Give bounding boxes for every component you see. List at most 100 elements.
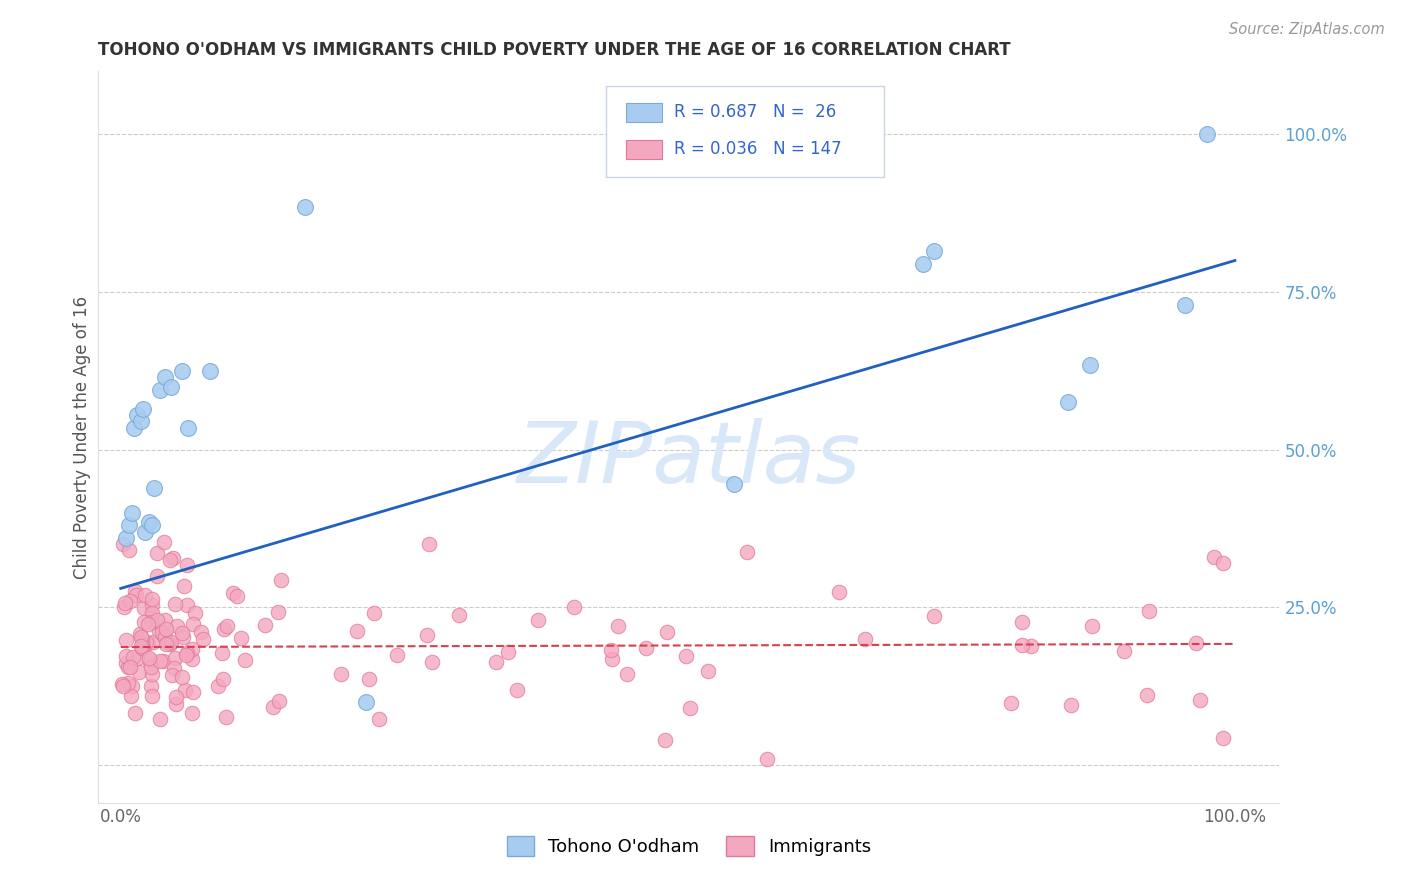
Point: [654, 733, 676, 747]
Point: [155, 622, 177, 636]
Point: [696, 664, 718, 678]
Point: [853, 632, 876, 646]
Point: [385, 648, 408, 663]
Point: [118, 593, 141, 607]
Point: [159, 637, 181, 651]
Point: [141, 689, 163, 703]
Point: [165, 651, 187, 665]
Point: [176, 646, 198, 660]
Point: [121, 649, 143, 664]
Point: [120, 689, 142, 703]
Point: [115, 656, 138, 670]
Point: [180, 652, 202, 666]
Point: [737, 545, 759, 559]
Point: [176, 648, 198, 662]
Point: [131, 632, 153, 646]
Point: [159, 553, 181, 567]
Point: [153, 630, 176, 644]
Point: [755, 752, 778, 766]
Point: [134, 601, 156, 615]
Point: [148, 712, 170, 726]
Point: [124, 583, 146, 598]
Point: [131, 637, 153, 651]
Point: [616, 667, 638, 681]
Point: [1000, 696, 1022, 710]
Point: [136, 616, 159, 631]
Point: [152, 655, 174, 669]
Point: [498, 645, 520, 659]
Point: [138, 515, 160, 529]
Text: R = 0.687   N =  26: R = 0.687 N = 26: [673, 103, 835, 121]
Point: [138, 650, 160, 665]
Point: [121, 679, 143, 693]
Point: [129, 639, 152, 653]
Point: [146, 613, 169, 627]
FancyBboxPatch shape: [606, 86, 884, 178]
Point: [183, 685, 205, 699]
Point: [141, 518, 163, 533]
Point: [346, 624, 368, 638]
Point: [922, 609, 945, 624]
Point: [1195, 128, 1218, 142]
Point: [138, 653, 160, 667]
Point: [138, 635, 160, 649]
Point: [1078, 358, 1101, 372]
Point: [235, 653, 257, 667]
Point: [1081, 619, 1104, 633]
Point: [176, 598, 198, 612]
Point: [118, 543, 141, 558]
Point: [679, 701, 702, 715]
Point: [165, 697, 187, 711]
Point: [155, 370, 177, 384]
Point: [117, 660, 139, 674]
Point: [165, 598, 187, 612]
Point: [134, 589, 156, 603]
Point: [828, 585, 851, 599]
Point: [262, 699, 284, 714]
Point: [922, 244, 945, 258]
Point: [485, 655, 508, 669]
Point: [607, 618, 630, 632]
Point: [723, 477, 745, 491]
Point: [125, 588, 148, 602]
Point: [152, 628, 174, 642]
Point: [1060, 698, 1083, 713]
Point: [354, 695, 377, 709]
Point: [129, 630, 152, 644]
Point: [162, 551, 184, 566]
Point: [134, 524, 156, 539]
Point: [1137, 604, 1160, 618]
Point: [600, 642, 623, 657]
Point: [129, 626, 152, 640]
Point: [112, 600, 135, 615]
Point: [132, 615, 155, 629]
Point: [527, 613, 550, 627]
Point: [141, 666, 163, 681]
Point: [1204, 549, 1226, 564]
Point: [294, 200, 316, 214]
Point: [1136, 688, 1159, 702]
Point: [329, 666, 352, 681]
Point: [1011, 638, 1033, 652]
Point: [562, 599, 585, 614]
Point: [254, 618, 277, 632]
Point: [1184, 635, 1206, 649]
Point: [150, 624, 173, 639]
Point: [129, 414, 152, 428]
Point: [114, 596, 136, 610]
Point: [139, 660, 162, 674]
Point: [160, 379, 183, 393]
Point: [215, 619, 238, 633]
Point: [225, 589, 247, 603]
Point: [170, 364, 193, 378]
Point: [117, 518, 139, 533]
Y-axis label: Child Poverty Under the Age of 16: Child Poverty Under the Age of 16: [73, 295, 91, 579]
Text: TOHONO O'ODHAM VS IMMIGRANTS CHILD POVERTY UNDER THE AGE OF 16 CORRELATION CHART: TOHONO O'ODHAM VS IMMIGRANTS CHILD POVER…: [98, 41, 1011, 59]
Point: [190, 625, 212, 640]
Point: [149, 383, 172, 397]
Point: [155, 613, 177, 627]
Point: [418, 537, 440, 551]
Legend: Tohono O'odham, Immigrants: Tohono O'odham, Immigrants: [499, 829, 879, 863]
Point: [141, 679, 163, 693]
Point: [122, 420, 145, 434]
